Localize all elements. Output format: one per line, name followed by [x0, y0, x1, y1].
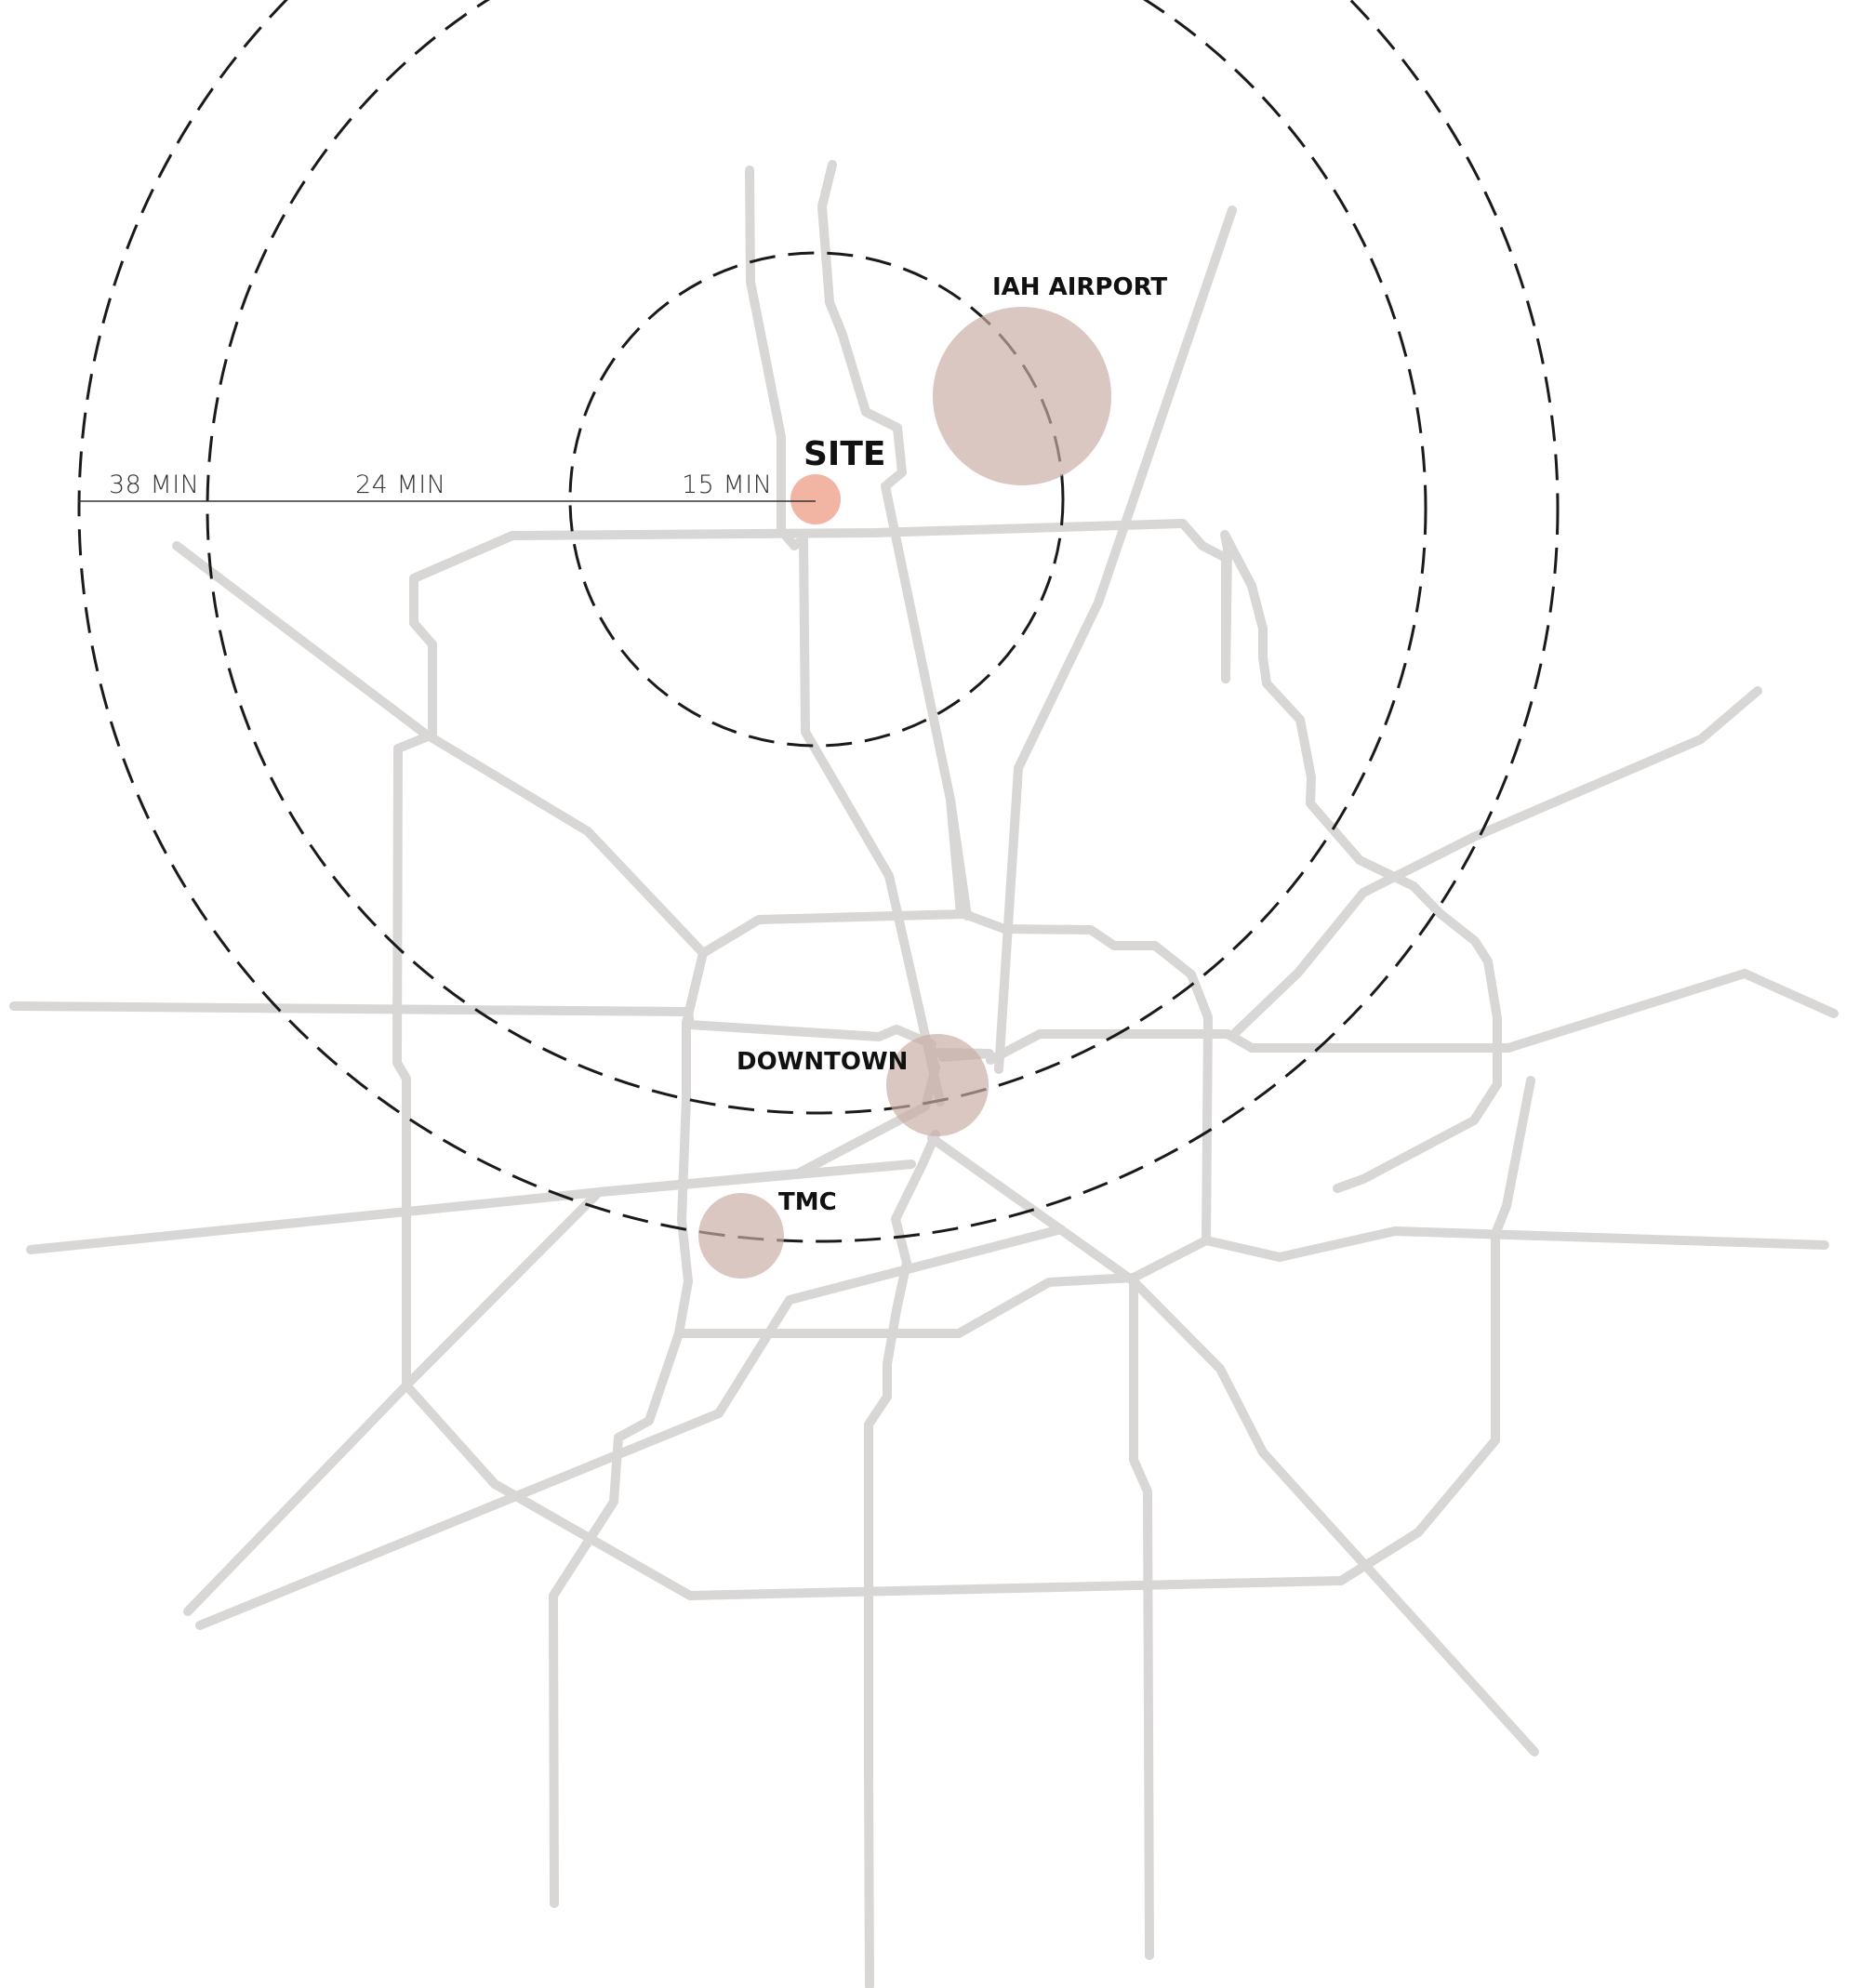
road-us290 [172, 541, 708, 958]
travel-time-rings [77, 0, 1560, 1243]
tmc-marker [698, 1193, 784, 1279]
site-label: SITE [803, 435, 885, 473]
points-of-interest [698, 307, 1111, 1279]
road-i10-west [9, 1001, 936, 1049]
road-downtown-north [946, 795, 965, 918]
road-sh288 [864, 1130, 940, 1988]
labels: SITE IAH AIRPORT DOWNTOWN TMC 15 MIN 24 … [109, 273, 1167, 1216]
road-us59-northeast [1229, 686, 1762, 1039]
road-i45-south [927, 1133, 1539, 1756]
ring-24-min [206, 0, 1427, 1115]
road-us90a [195, 1225, 1066, 1630]
road-north-arc [409, 531, 517, 628]
tmc-label: TMC [778, 1188, 837, 1216]
downtown-label: DOWNTOWN [737, 1048, 908, 1076]
road-us59-south [183, 1063, 940, 1616]
road-i10-east [986, 969, 1839, 1065]
iah-airport-label: IAH AIRPORT [992, 273, 1167, 301]
road-westpark [26, 1160, 916, 1254]
road-south-loop-east [1129, 1277, 1154, 1960]
road-i10-east-far [1202, 1226, 1829, 1262]
road-i45-north-west [745, 166, 945, 1107]
road-network [9, 160, 1839, 1988]
downtown-marker [886, 1034, 989, 1136]
road-beltway8-north [1220, 530, 1502, 1193]
ring-38-min [77, 0, 1560, 1243]
road-beltway8-north-arc [392, 519, 1535, 1600]
ring-label-24-min: 24 MIN [355, 470, 445, 499]
road-i45-north-east [817, 160, 972, 921]
ring-15-min [568, 251, 1065, 748]
iah-airport-marker [933, 307, 1111, 485]
road-south-loop-sw [549, 1329, 684, 1908]
ring-label-15-min: 15 MIN [682, 470, 772, 499]
road-us59-north [994, 205, 1237, 1074]
site-marker [790, 474, 841, 524]
ring-label-38-min: 38 MIN [109, 470, 199, 499]
